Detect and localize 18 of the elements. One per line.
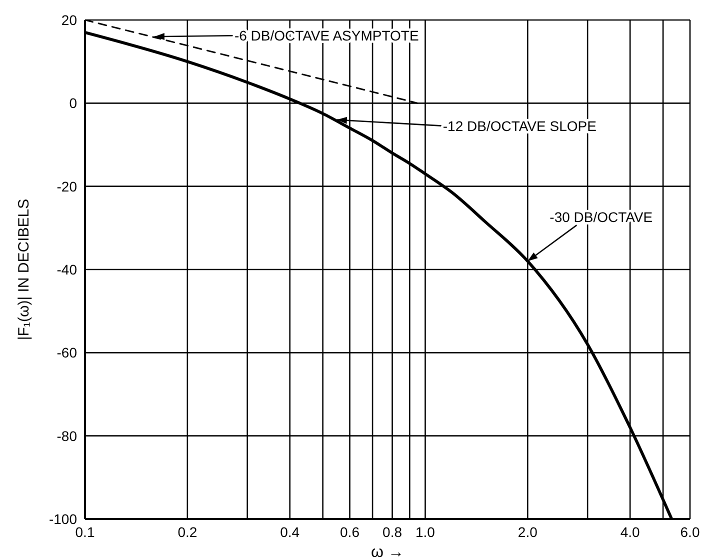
y-tick-label: -60 <box>56 344 78 361</box>
x-axis-title: ω → <box>371 544 404 557</box>
x-tick-label: 4.0 <box>620 524 640 540</box>
y-tick-label: -20 <box>56 178 78 194</box>
x-tick-label: 2.0 <box>518 524 538 540</box>
x-tick-label: 0.6 <box>340 524 360 540</box>
y-tick-label: 20 <box>61 12 78 28</box>
x-tick-label: 6.0 <box>680 524 700 540</box>
y-axis-title: |F₁(ω)| IN DECIBELS <box>15 198 32 340</box>
y-tick-label: 0 <box>69 95 78 112</box>
x-tick-label: 1.0 <box>416 524 436 540</box>
y-tick-label: -80 <box>56 428 78 444</box>
x-tick-label: 0.1 <box>75 524 95 540</box>
x-tick-label: 0.8 <box>382 524 402 540</box>
y-tick-label: -100 <box>48 510 78 527</box>
x-tick-label: 0.2 <box>178 524 198 540</box>
x-tick-label: 0.4 <box>280 524 300 540</box>
y-tick-label: -40 <box>56 261 78 278</box>
